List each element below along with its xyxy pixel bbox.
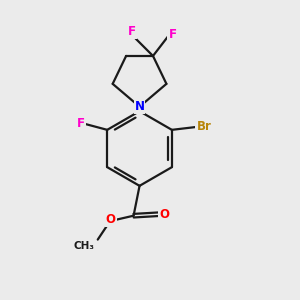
Text: N: N — [134, 100, 145, 113]
Text: F: F — [77, 117, 85, 130]
Text: F: F — [168, 28, 176, 40]
Text: CH₃: CH₃ — [74, 241, 95, 251]
Text: F: F — [128, 25, 136, 38]
Text: Br: Br — [196, 120, 211, 134]
Text: O: O — [159, 208, 169, 221]
Text: O: O — [106, 213, 116, 226]
